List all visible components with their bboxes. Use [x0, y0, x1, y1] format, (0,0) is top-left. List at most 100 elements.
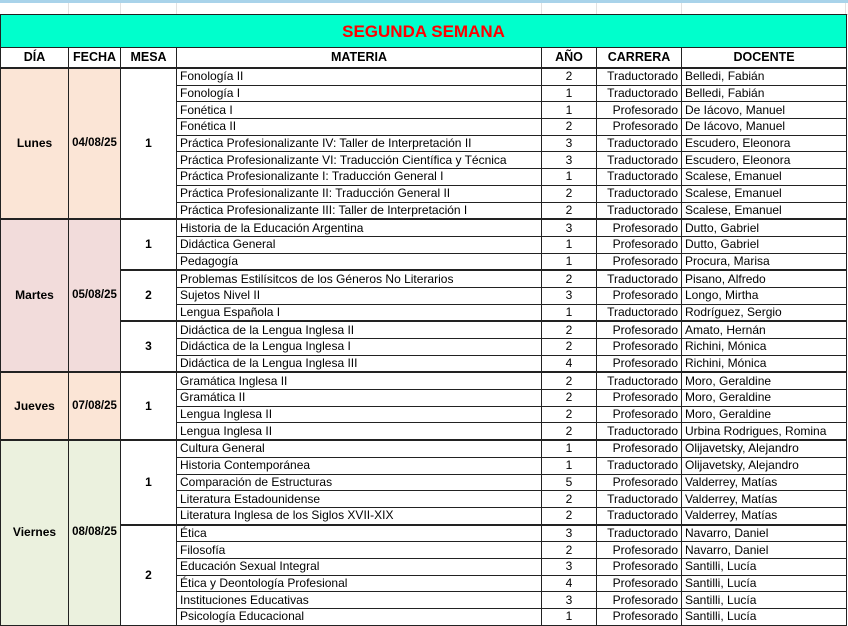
- docente-cell[interactable]: Valderrey, Matías: [680, 506, 848, 526]
- anio-cell[interactable]: 1: [541, 252, 597, 271]
- anio-cell[interactable]: 2: [541, 405, 597, 424]
- docente-cell[interactable]: Dutto, Gabriel: [680, 235, 848, 254]
- docente-cell[interactable]: Santilli, Lucía: [680, 574, 848, 593]
- materia-cell[interactable]: Lengua Española I: [176, 303, 542, 322]
- header-fecha[interactable]: FECHA: [68, 47, 121, 69]
- anio-cell[interactable]: 1: [541, 456, 597, 475]
- mesa-cell[interactable]: 1: [120, 218, 177, 271]
- anio-cell[interactable]: 1: [541, 439, 597, 458]
- anio-cell[interactable]: 2: [541, 201, 597, 220]
- materia-cell[interactable]: Lengua Inglesa II: [176, 422, 542, 441]
- carrera-cell[interactable]: Profesorado: [596, 557, 682, 576]
- mesa-cell[interactable]: 2: [120, 269, 177, 322]
- anio-cell[interactable]: 3: [541, 557, 597, 576]
- anio-cell[interactable]: 2: [541, 490, 597, 508]
- anio-cell[interactable]: 2: [541, 506, 597, 526]
- mesa-cell[interactable]: 1: [120, 66, 177, 220]
- carrera-cell[interactable]: Traductorado: [596, 456, 682, 475]
- docente-cell[interactable]: Valderrey, Matías: [680, 490, 848, 508]
- day-cell[interactable]: Viernes: [0, 439, 69, 626]
- docente-cell[interactable]: Scalese, Emanuel: [680, 201, 848, 220]
- materia-cell[interactable]: Ética: [176, 523, 542, 543]
- docente-cell[interactable]: Richini, Mónica: [680, 354, 848, 373]
- materia-cell[interactable]: Lengua Inglesa II: [176, 405, 542, 424]
- docente-cell[interactable]: Dutto, Gabriel: [680, 218, 848, 237]
- docente-cell[interactable]: Santilli, Lucía: [680, 591, 848, 609]
- materia-cell[interactable]: Didáctica General: [176, 235, 542, 254]
- materia-cell[interactable]: Gramática II: [176, 389, 542, 407]
- docente-cell[interactable]: Urbina Rodrigues, Romina: [680, 422, 848, 441]
- day-cell[interactable]: Martes: [0, 218, 69, 373]
- carrera-cell[interactable]: Profesorado: [596, 252, 682, 271]
- anio-cell[interactable]: 1: [541, 235, 597, 254]
- carrera-cell[interactable]: Traductorado: [596, 168, 682, 186]
- materia-cell[interactable]: Fonología II: [176, 66, 542, 86]
- anio-cell[interactable]: 1: [541, 101, 597, 120]
- date-cell[interactable]: 08/08/25: [68, 439, 121, 626]
- anio-cell[interactable]: 2: [541, 66, 597, 86]
- docente-cell[interactable]: Richini, Mónica: [680, 338, 848, 356]
- docente-cell[interactable]: Valderrey, Matías: [680, 473, 848, 492]
- carrera-cell[interactable]: Traductorado: [596, 201, 682, 220]
- carrera-cell[interactable]: Profesorado: [596, 338, 682, 356]
- carrera-cell[interactable]: Profesorado: [596, 389, 682, 407]
- carrera-cell[interactable]: Traductorado: [596, 303, 682, 322]
- materia-cell[interactable]: Práctica Profesionalizante II: Traducció…: [176, 184, 542, 203]
- anio-cell[interactable]: 2: [541, 184, 597, 203]
- materia-cell[interactable]: Problemas Estilísitcos de los Géneros No…: [176, 269, 542, 288]
- anio-cell[interactable]: 1: [541, 84, 597, 103]
- date-cell[interactable]: 05/08/25: [68, 218, 121, 373]
- docente-cell[interactable]: Escudero, Eleonora: [680, 151, 848, 170]
- carrera-cell[interactable]: Traductorado: [596, 134, 682, 153]
- materia-cell[interactable]: Psicología Educacional: [176, 608, 542, 626]
- materia-cell[interactable]: Sujetos Nivel II: [176, 286, 542, 305]
- anio-cell[interactable]: 2: [541, 422, 597, 441]
- docente-cell[interactable]: Moro, Geraldine: [680, 405, 848, 424]
- carrera-cell[interactable]: Traductorado: [596, 422, 682, 441]
- docente-cell[interactable]: Scalese, Emanuel: [680, 168, 848, 186]
- day-cell[interactable]: Jueves: [0, 371, 69, 441]
- carrera-cell[interactable]: Traductorado: [596, 151, 682, 170]
- materia-cell[interactable]: Educación Sexual Integral: [176, 557, 542, 576]
- header-anio[interactable]: AÑO: [541, 47, 597, 69]
- header-carrera[interactable]: CARRERA: [596, 47, 682, 69]
- carrera-cell[interactable]: Profesorado: [596, 439, 682, 458]
- carrera-cell[interactable]: Profesorado: [596, 218, 682, 237]
- mesa-cell[interactable]: 1: [120, 439, 177, 526]
- carrera-cell[interactable]: Traductorado: [596, 506, 682, 526]
- anio-cell[interactable]: 4: [541, 354, 597, 373]
- carrera-cell[interactable]: Traductorado: [596, 66, 682, 86]
- anio-cell[interactable]: 3: [541, 134, 597, 153]
- docente-cell[interactable]: Olijavetsky, Alejandro: [680, 439, 848, 458]
- docente-cell[interactable]: Scalese, Emanuel: [680, 184, 848, 203]
- carrera-cell[interactable]: Traductorado: [596, 490, 682, 508]
- materia-cell[interactable]: Historia Contemporánea: [176, 456, 542, 475]
- materia-cell[interactable]: Ética y Deontología Profesional: [176, 574, 542, 593]
- materia-cell[interactable]: Fonología I: [176, 84, 542, 103]
- day-cell[interactable]: Lunes: [0, 66, 69, 220]
- carrera-cell[interactable]: Traductorado: [596, 269, 682, 288]
- carrera-cell[interactable]: Profesorado: [596, 118, 682, 136]
- carrera-cell[interactable]: Profesorado: [596, 286, 682, 305]
- anio-cell[interactable]: 3: [541, 523, 597, 543]
- header-dia[interactable]: DÍA: [0, 47, 69, 69]
- materia-cell[interactable]: Didáctica de la Lengua Inglesa II: [176, 320, 542, 340]
- carrera-cell[interactable]: Profesorado: [596, 608, 682, 626]
- anio-cell[interactable]: 2: [541, 269, 597, 288]
- materia-cell[interactable]: Comparación de Estructuras: [176, 473, 542, 492]
- anio-cell[interactable]: 1: [541, 608, 597, 626]
- docente-cell[interactable]: Procura, Marisa: [680, 252, 848, 271]
- materia-cell[interactable]: Didáctica de la Lengua Inglesa III: [176, 354, 542, 373]
- materia-cell[interactable]: Fonética I: [176, 101, 542, 120]
- materia-cell[interactable]: Literatura Inglesa de los Siglos XVII-XI…: [176, 506, 542, 526]
- materia-cell[interactable]: Práctica Profesionalizante III: Taller d…: [176, 201, 542, 220]
- materia-cell[interactable]: Práctica Profesionalizante I: Traducción…: [176, 168, 542, 186]
- carrera-cell[interactable]: Profesorado: [596, 473, 682, 492]
- docente-cell[interactable]: Escudero, Eleonora: [680, 134, 848, 153]
- mesa-cell[interactable]: 2: [120, 523, 177, 626]
- mesa-cell[interactable]: 1: [120, 371, 177, 441]
- docente-cell[interactable]: Belledi, Fabián: [680, 66, 848, 86]
- carrera-cell[interactable]: Traductorado: [596, 371, 682, 391]
- anio-cell[interactable]: 1: [541, 303, 597, 322]
- docente-cell[interactable]: De Iácovo, Manuel: [680, 118, 848, 136]
